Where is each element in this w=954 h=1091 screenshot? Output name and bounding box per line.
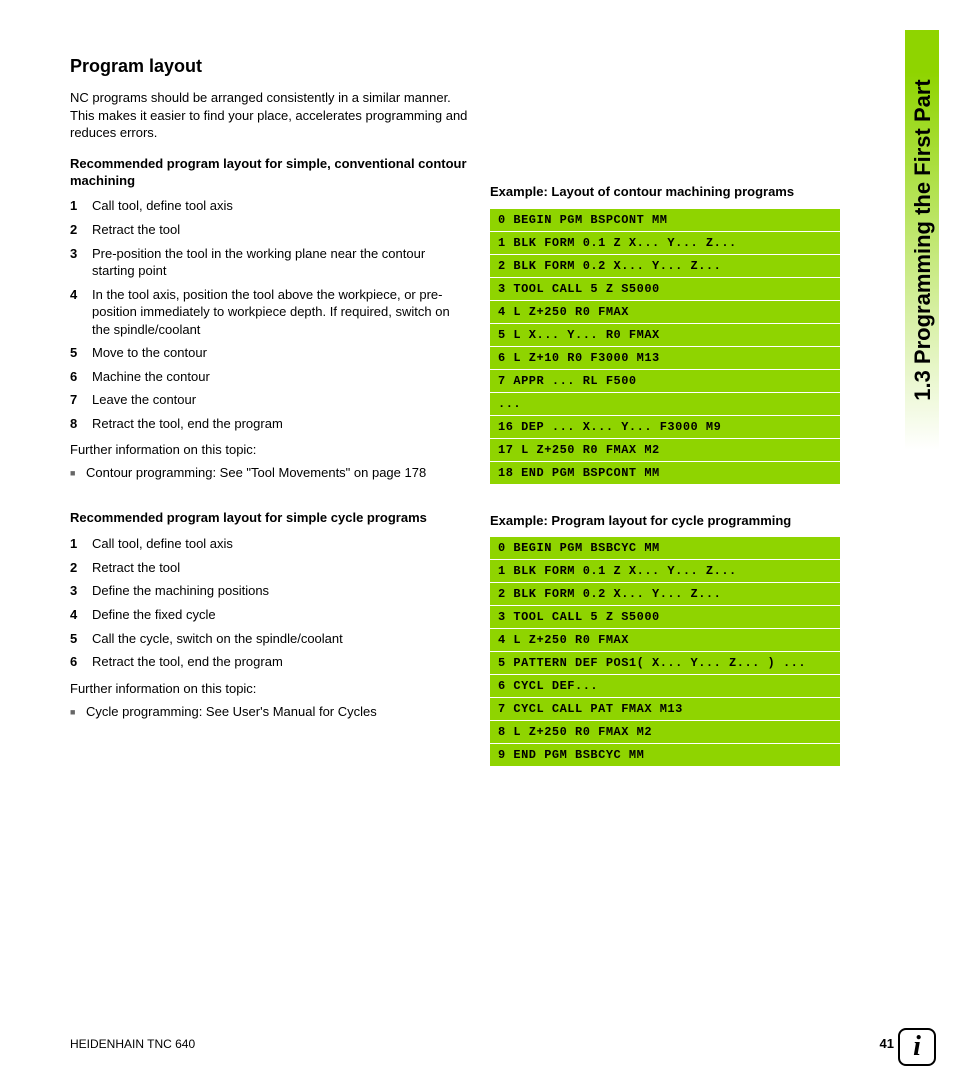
step-item: In the tool axis, position the tool abov… [70,286,470,339]
code-line: 4 L Z+250 R0 FMAX [490,301,840,324]
step-item: Retract the tool [70,559,470,577]
code-line: ... [490,393,840,416]
section1-further: Further information on this topic: [70,442,470,457]
code-line: 2 BLK FORM 0.2 X... Y... Z... [490,583,840,606]
step-item: Call tool, define tool axis [70,197,470,215]
step-item: Call tool, define tool axis [70,535,470,553]
code-line: 2 BLK FORM 0.2 X... Y... Z... [490,255,840,278]
example2-heading: Example: Program layout for cycle progra… [490,513,840,530]
section2-further: Further information on this topic: [70,681,470,696]
code-line: 16 DEP ... X... Y... F3000 M9 [490,416,840,439]
code-line: 6 L Z+10 R0 F3000 M13 [490,347,840,370]
code-line: 1 BLK FORM 0.1 Z X... Y... Z... [490,232,840,255]
code-line: 3 TOOL CALL 5 Z S5000 [490,606,840,629]
code-line: 7 APPR ... RL F500 [490,370,840,393]
code-line: 4 L Z+250 R0 FMAX [490,629,840,652]
code-line: 17 L Z+250 R0 FMAX M2 [490,439,840,462]
code-line: 6 CYCL DEF... [490,675,840,698]
side-tab-label: 1.3 Programming the First Part [910,79,936,401]
step-item: Retract the tool, end the program [70,415,470,433]
page-title: Program layout [70,56,894,77]
step-item: Call the cycle, switch on the spindle/co… [70,630,470,648]
section2-heading: Recommended program layout for simple cy… [70,510,470,527]
code-line: 5 L X... Y... R0 FMAX [490,324,840,347]
intro-paragraph: NC programs should be arranged consisten… [70,89,470,142]
footer-left: HEIDENHAIN TNC 640 [70,1037,195,1051]
code-line: 5 PATTERN DEF POS1( X... Y... Z... ) ... [490,652,840,675]
step-item: Move to the contour [70,344,470,362]
code-line: 3 TOOL CALL 5 Z S5000 [490,278,840,301]
step-item: Retract the tool [70,221,470,239]
section1-steps: Call tool, define tool axis Retract the t… [70,197,470,432]
code-line: 8 L Z+250 R0 FMAX M2 [490,721,840,744]
step-item: Retract the tool, end the program [70,653,470,671]
section1-heading: Recommended program layout for simple, c… [70,156,470,190]
step-item: Define the machining positions [70,582,470,600]
code-line: 0 BEGIN PGM BSPCONT MM [490,209,840,232]
info-icon: i [898,1028,936,1066]
left-column: Recommended program layout for simple, c… [70,156,470,768]
page-number: 41 [880,1036,894,1051]
step-item: Pre-position the tool in the working pla… [70,245,470,280]
code-line: 0 BEGIN PGM BSBCYC MM [490,537,840,560]
example2-code: 0 BEGIN PGM BSBCYC MM1 BLK FORM 0.1 Z X.… [490,537,840,767]
step-item: Define the fixed cycle [70,606,470,624]
side-tab: 1.3 Programming the First Part [906,30,940,450]
step-item: Leave the contour [70,391,470,409]
right-column: Example: Layout of contour machining pro… [490,156,840,768]
code-line: 1 BLK FORM 0.1 Z X... Y... Z... [490,560,840,583]
example1-code: 0 BEGIN PGM BSPCONT MM1 BLK FORM 0.1 Z X… [490,209,840,485]
code-line: 18 END PGM BSPCONT MM [490,462,840,485]
example1-heading: Example: Layout of contour machining pro… [490,184,840,201]
section2-steps: Call tool, define tool axis Retract the t… [70,535,470,670]
section1-bullet: Contour programming: See "Tool Movements… [70,465,470,480]
code-line: 7 CYCL CALL PAT FMAX M13 [490,698,840,721]
section2-bullet: Cycle programming: See User's Manual for… [70,704,470,719]
step-item: Machine the contour [70,368,470,386]
page-footer: HEIDENHAIN TNC 640 41 [70,1036,894,1051]
code-line: 9 END PGM BSBCYC MM [490,744,840,767]
